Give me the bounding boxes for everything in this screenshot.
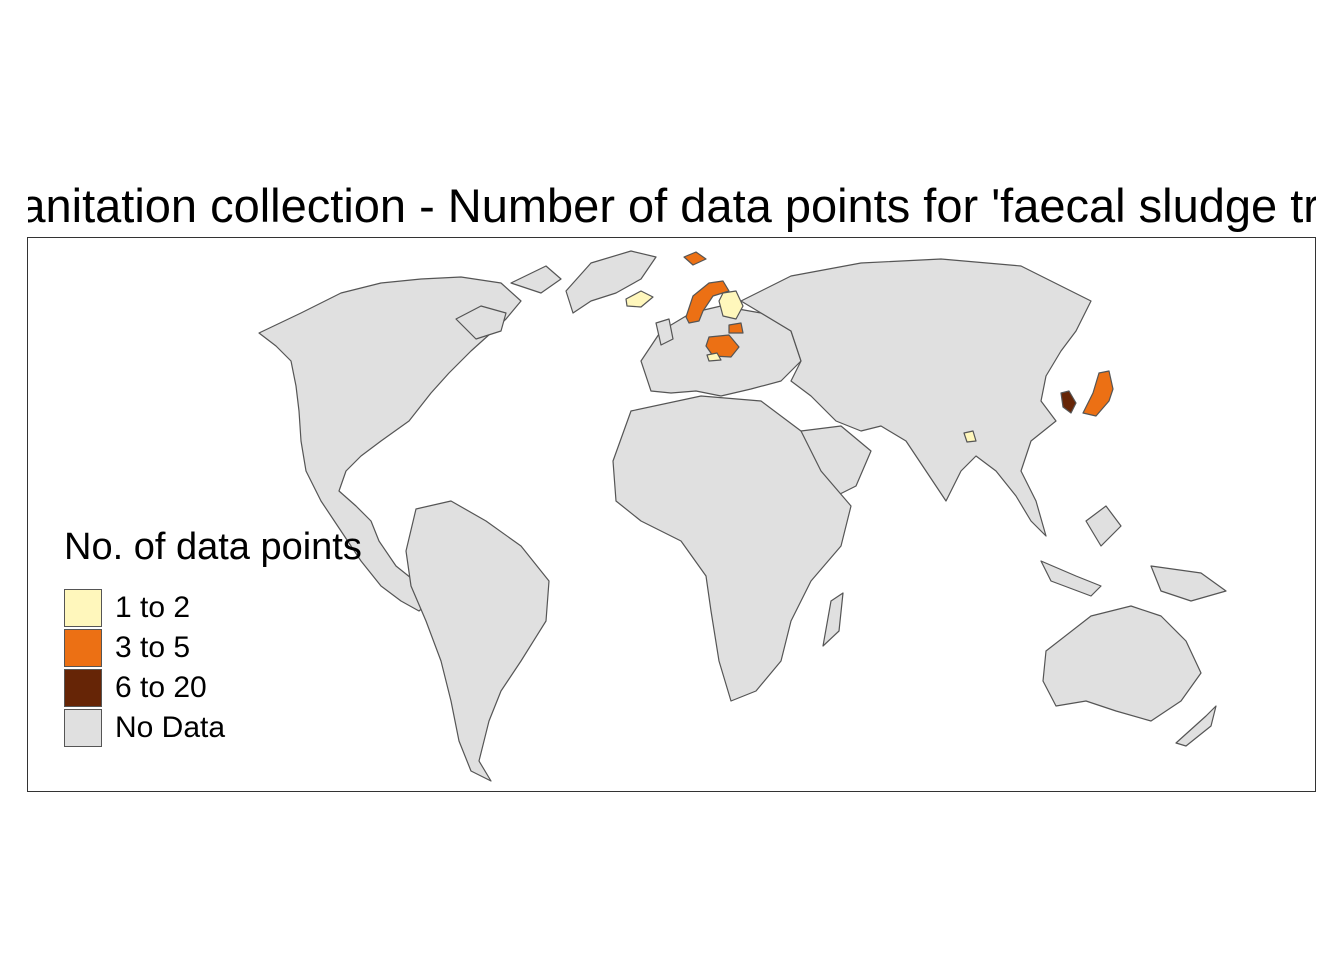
country-japan — [1082, 370, 1114, 417]
country-finland — [718, 290, 744, 320]
legend-label: 6 to 20 — [115, 671, 207, 704]
land-new-zealand — [1175, 705, 1217, 747]
country-south-korea — [1060, 390, 1077, 414]
land-asia — [740, 258, 1092, 537]
legend-swatch — [64, 629, 102, 667]
legend-label: 3 to 5 — [115, 631, 191, 664]
land-madagascar — [822, 592, 844, 647]
land-greenland — [565, 250, 657, 314]
legend-swatch — [64, 669, 102, 707]
land-south-america — [405, 500, 550, 782]
country-bangladesh — [963, 430, 977, 443]
map-legend: No. of data points 1 to 2 3 to 5 6 to 20… — [64, 528, 362, 748]
legend-swatch — [64, 709, 102, 747]
country-poland — [705, 334, 740, 358]
legend-item: 3 to 5 — [64, 628, 362, 668]
land-arctic-islands — [455, 265, 562, 340]
land-north-america — [258, 276, 522, 612]
map-title-container: Sanitation collection - Number of data p… — [28, 172, 1316, 236]
world-map — [258, 250, 1227, 782]
country-austria — [706, 352, 722, 362]
map-title: Sanitation collection - Number of data p… — [28, 179, 1316, 232]
land-africa — [612, 395, 852, 702]
legend-label: No Data — [115, 711, 226, 744]
legend-item: No Data — [64, 708, 362, 748]
country-norway — [685, 280, 730, 324]
land-british-isles — [655, 318, 674, 346]
land-southeast-asia — [1040, 505, 1227, 602]
country-iceland — [625, 290, 654, 308]
legend-label: 1 to 2 — [115, 591, 191, 624]
country-lithuania — [728, 322, 744, 334]
legend-title: No. of data points — [64, 526, 362, 568]
map-frame — [27, 237, 1316, 792]
legend-item: 6 to 20 — [64, 668, 362, 708]
land-australia — [1042, 605, 1202, 722]
legend-swatch — [64, 589, 102, 627]
country-svalbard — [683, 251, 707, 266]
legend-item: 1 to 2 — [64, 588, 362, 628]
